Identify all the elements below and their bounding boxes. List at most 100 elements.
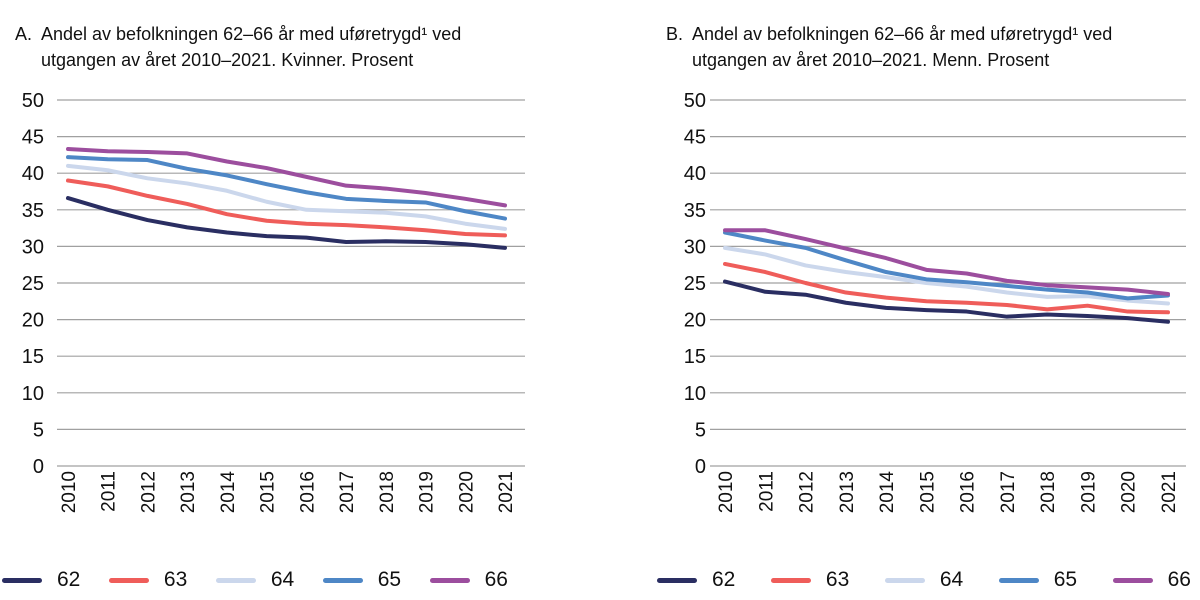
chart-a-title-line1: Andel av befolkningen 62–66 år med uføre…: [41, 24, 462, 44]
legend-item-b-65: 65: [998, 568, 1078, 592]
legend-item-a-66: 66: [429, 568, 508, 592]
legend-label-62: 62: [712, 568, 736, 591]
x-tick-label-a-2018: 2018: [377, 471, 398, 513]
x-tick-label-a-2020: 2020: [456, 471, 477, 513]
y-tick-label-b: 35: [684, 200, 706, 222]
legend-item-b-64: 64: [884, 568, 964, 592]
series-line-b-63: [723, 261, 1170, 315]
x-tick-label-a-2015: 2015: [258, 471, 279, 513]
y-tick-label-a: 0: [33, 456, 44, 478]
chart-a-title-line2: utgangen av året 2010–2021. Kvinner. Pro…: [41, 50, 414, 70]
y-tick-label-b: 45: [684, 127, 706, 149]
x-tick-label-a-2021: 2021: [496, 471, 517, 513]
y-tick-label-a: 25: [22, 273, 44, 295]
chart-a-title-prefix: A.: [15, 24, 33, 44]
legend-swatch-65: [322, 577, 363, 583]
chart-a-title-text: Andel av befolkningen 62–66 år med uføre…: [41, 21, 523, 73]
x-tick-label-b-2019: 2019: [1078, 471, 1099, 513]
y-tick-label-a: 40: [22, 163, 44, 185]
legend-item-a-65: 65: [322, 568, 402, 592]
y-tick-label-b: 30: [684, 236, 706, 258]
legend-swatch-64: [215, 577, 256, 583]
chart-a-title: A. Andel av befolkningen 62–66 år med uf…: [15, 21, 523, 73]
y-tick-label-b: 15: [684, 346, 706, 368]
x-tick-label-b-2021: 2021: [1159, 471, 1180, 513]
x-tick-label-a-2014: 2014: [218, 471, 239, 514]
chart-b-title: B. Andel av befolkningen 62–66 år med uf…: [666, 21, 1178, 73]
y-tick-label-b: 20: [684, 310, 706, 332]
x-tick-label-a-2019: 2019: [417, 471, 438, 513]
x-tick-label-a-2011: 2011: [99, 471, 120, 512]
legend-label-65: 65: [377, 568, 402, 591]
x-tick-label-b-2013: 2013: [837, 471, 858, 513]
x-tick-label-a-2012: 2012: [138, 471, 159, 513]
legend-item-a-63: 63: [108, 568, 188, 592]
x-tick-label-a-2010: 2010: [59, 471, 80, 513]
legend-label-64: 64: [270, 568, 295, 591]
series-line-b-65: [723, 230, 1170, 301]
chart-b-legend: 62 63 64 65 66: [657, 568, 1191, 592]
chart-b-title-text: Andel av befolkningen 62–66 år med uføre…: [692, 21, 1178, 73]
y-tick-label-a: 45: [22, 127, 44, 149]
y-tick-label-b: 50: [684, 90, 706, 112]
legend-label-62: 62: [57, 568, 81, 591]
y-tick-label-b: 25: [684, 273, 706, 295]
series-line-b-64: [723, 245, 1170, 306]
legend-swatch-65: [998, 577, 1039, 583]
legend-swatch-66: [1112, 577, 1153, 583]
legend-item-b-62: 62: [657, 568, 735, 592]
y-tick-label-a: 30: [22, 236, 44, 258]
x-tick-label-b-2010: 2010: [716, 471, 737, 513]
x-tick-label-b-2014: 2014: [877, 471, 898, 514]
legend-label-64: 64: [939, 568, 964, 591]
legend-swatch-62: [657, 577, 697, 583]
legend-label-63: 63: [825, 568, 850, 591]
series-line-a-63: [66, 178, 507, 238]
y-tick-label-a: 15: [22, 346, 44, 368]
legend-swatch-63: [108, 577, 149, 583]
series-line-a-65: [66, 155, 507, 221]
x-tick-label-b-2012: 2012: [797, 471, 818, 513]
y-tick-label-b: 5: [695, 419, 706, 441]
series-line-a-66: [66, 147, 507, 208]
x-tick-label-b-2016: 2016: [958, 471, 979, 513]
legend-swatch-63: [770, 577, 811, 583]
legend-label-65: 65: [1053, 568, 1078, 591]
legend-swatch-64: [884, 577, 925, 583]
y-tick-label-a: 50: [22, 90, 44, 112]
legend-swatch-66: [429, 577, 470, 583]
chart-b-title-line2: utgangen av året 2010–2021. Menn. Prosen…: [692, 50, 1050, 70]
series-line-b-66: [723, 228, 1170, 296]
x-tick-label-a-2016: 2016: [297, 471, 318, 513]
y-tick-label-b: 10: [684, 383, 706, 405]
y-tick-label-a: 35: [22, 200, 44, 222]
legend-item-a-64: 64: [215, 568, 295, 592]
chart-a-legend: 62 63 64 65 66: [2, 568, 508, 592]
x-tick-label-b-2017: 2017: [998, 471, 1019, 513]
x-tick-label-b-2011: 2011: [756, 471, 777, 512]
legend-label-66: 66: [484, 568, 508, 591]
series-line-b-62: [723, 279, 1170, 324]
y-tick-label-a: 10: [22, 383, 44, 405]
y-tick-label-a: 5: [33, 419, 44, 441]
y-tick-label-b: 40: [684, 163, 706, 185]
y-tick-label-a: 20: [22, 310, 44, 332]
legend-label-66: 66: [1167, 568, 1191, 591]
x-tick-label-a-2013: 2013: [178, 471, 199, 513]
x-tick-label-a-2017: 2017: [337, 471, 358, 513]
y-tick-label-b: 0: [695, 456, 706, 478]
chart-b-title-prefix: B.: [666, 24, 684, 44]
legend-item-b-63: 63: [770, 568, 850, 592]
series-line-a-64: [66, 163, 507, 231]
legend-label-63: 63: [163, 568, 188, 591]
chart-b-title-line1: Andel av befolkningen 62–66 år med uføre…: [692, 24, 1113, 44]
legend-item-a-62: 62: [2, 568, 80, 592]
x-tick-label-b-2015: 2015: [917, 471, 938, 513]
series-line-a-62: [66, 196, 507, 250]
legend-item-b-66: 66: [1112, 568, 1191, 592]
x-tick-label-b-2018: 2018: [1038, 471, 1059, 513]
x-tick-label-b-2020: 2020: [1119, 471, 1140, 513]
legend-swatch-62: [2, 577, 42, 583]
